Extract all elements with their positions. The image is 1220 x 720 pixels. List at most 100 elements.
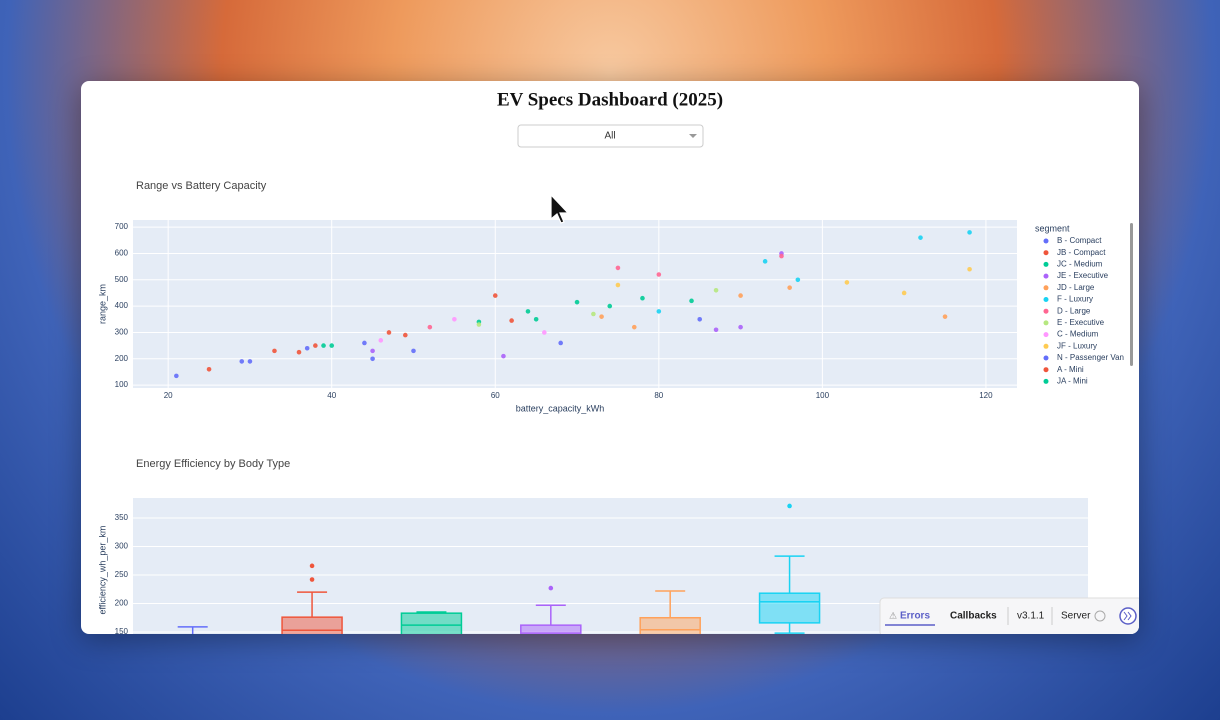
y-tick-label: 200 xyxy=(115,354,129,363)
scatter-point xyxy=(492,293,498,298)
x-axis-label: battery_capacity_kWh xyxy=(516,403,605,413)
scatter-point xyxy=(787,285,792,290)
box xyxy=(758,592,821,624)
x-tick-label: 120 xyxy=(979,391,993,400)
expand-button[interactable] xyxy=(1119,607,1137,625)
scatter-point xyxy=(738,324,743,330)
scatter-point xyxy=(362,340,367,346)
scatter-point xyxy=(403,332,408,338)
y-tick-label: 350 xyxy=(115,513,129,522)
legend-marker xyxy=(1043,355,1049,361)
y-tick-label: 150 xyxy=(115,627,129,634)
errors-tab[interactable]: Errors xyxy=(900,611,930,622)
x-tick-label: 80 xyxy=(654,391,663,400)
version: v3.1.1 xyxy=(1017,611,1045,622)
scatter-point xyxy=(452,316,457,322)
scatter-point xyxy=(713,288,719,293)
legend-label: C - Medium xyxy=(1057,330,1099,339)
outlier xyxy=(787,503,792,509)
outlier xyxy=(548,585,554,591)
scatter-point xyxy=(615,282,621,288)
legend-marker xyxy=(1043,261,1049,267)
scatter-point xyxy=(918,235,923,240)
x-tick-label: 60 xyxy=(491,391,500,400)
y-tick-label: 500 xyxy=(115,275,129,284)
legend-marker xyxy=(1043,343,1049,349)
chart-title: Energy Efficiency by Body Type xyxy=(136,458,290,470)
legend-marker xyxy=(1043,332,1049,338)
scatter-point xyxy=(542,330,547,335)
scatter-point xyxy=(607,303,613,309)
scatter-point xyxy=(329,343,335,348)
legend-label: F - Luxury xyxy=(1057,295,1093,304)
y-tick-label: 600 xyxy=(115,249,129,258)
app-window: EV Specs Dashboard (2025) All Range vs B… xyxy=(81,81,1139,634)
scatter-point xyxy=(640,295,645,301)
legend-label: B - Compact xyxy=(1057,236,1102,245)
scatter-point xyxy=(321,343,326,348)
legend-label: JA - Mini xyxy=(1057,377,1088,386)
scatter-point xyxy=(615,265,621,271)
scatter-point xyxy=(476,322,482,327)
scatter-point xyxy=(525,309,531,314)
dashboard: EV Specs Dashboard (2025) All Range vs B… xyxy=(97,89,1139,634)
scatter-point xyxy=(378,338,384,343)
scatter-point xyxy=(386,330,392,335)
scatter-point xyxy=(370,348,375,354)
scatter-point xyxy=(558,340,563,346)
scatter-point xyxy=(901,290,907,296)
legend-marker xyxy=(1043,297,1049,302)
scatter-point xyxy=(239,359,245,364)
scatter-point xyxy=(762,259,768,264)
callbacks-tab[interactable]: Callbacks xyxy=(950,611,997,622)
legend-scrollbar xyxy=(1130,223,1133,366)
warn-icon: ⚠ xyxy=(889,610,897,620)
y-tick-label: 300 xyxy=(115,542,129,551)
y-tick-label: 100 xyxy=(115,380,129,389)
y-tick-label: 400 xyxy=(115,301,129,310)
page-title: EV Specs Dashboard (2025) xyxy=(497,89,723,110)
legend-label: JB - Compact xyxy=(1057,248,1106,257)
outlier xyxy=(309,563,315,569)
scatter-point xyxy=(942,314,948,319)
legend-marker xyxy=(1043,250,1049,256)
scatter-point xyxy=(206,367,212,372)
legend-label: N - Passenger Van xyxy=(1057,353,1124,362)
scatter-point xyxy=(370,356,375,362)
scatter-point xyxy=(656,309,662,314)
legend-marker xyxy=(1043,320,1049,326)
legend-marker xyxy=(1043,238,1049,244)
scatter-point xyxy=(795,277,801,283)
scatter-point xyxy=(967,230,972,235)
y-axis-label: range_km xyxy=(97,284,107,324)
scatter-point xyxy=(304,345,310,351)
dropdown-caret xyxy=(689,134,697,138)
server-icon xyxy=(1094,610,1106,622)
scatter-point xyxy=(174,373,179,379)
scatter-point xyxy=(631,324,637,330)
legend-label: D - Large xyxy=(1057,306,1091,315)
legend-label: JC - Medium xyxy=(1057,260,1103,269)
scatter-point xyxy=(501,353,506,359)
x-tick-label: 20 xyxy=(164,391,173,400)
legend-label: JD - Large xyxy=(1057,283,1095,292)
scatter-point xyxy=(713,327,719,333)
box xyxy=(400,612,463,634)
scatter-point xyxy=(738,293,743,298)
legend-label: JF - Luxury xyxy=(1057,341,1097,350)
y-axis-label: efficiency_wh_per_km xyxy=(97,526,107,615)
server-status[interactable]: Server xyxy=(1061,611,1091,622)
y-tick-label: 200 xyxy=(115,599,129,608)
x-tick-label: 40 xyxy=(327,391,336,400)
expand-icon xyxy=(1123,611,1132,621)
scatter-point xyxy=(411,348,416,354)
legend-label: JE - Executive xyxy=(1057,271,1109,280)
scatter-point xyxy=(599,314,604,319)
scatter-point xyxy=(844,280,850,285)
mouse-cursor xyxy=(550,193,570,224)
y-tick-label: 250 xyxy=(115,570,129,579)
devtools-bar: ⚠ Errors Callbacks v3.1.1 Server xyxy=(879,597,1139,634)
legend-marker xyxy=(1043,285,1049,291)
x-tick-label: 100 xyxy=(816,391,830,400)
dropdown[interactable] xyxy=(517,124,704,148)
